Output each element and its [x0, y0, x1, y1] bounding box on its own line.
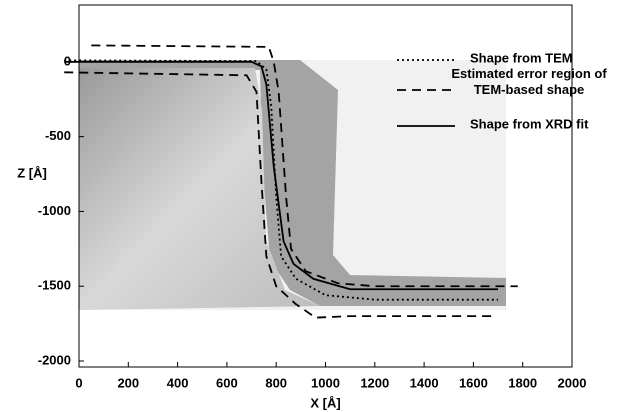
series-line: [64, 60, 499, 291]
y-tick-label: -1500: [38, 278, 71, 293]
y-axis-label: Z [Å]: [17, 165, 47, 180]
legend-label: Estimated error region of TEM-based shap…: [451, 66, 607, 97]
y-tick-label: -2000: [38, 352, 71, 367]
x-tick-label: 0: [75, 375, 82, 390]
series-line: [64, 44, 518, 319]
legend-label: Shape from TEM: [470, 50, 573, 65]
x-tick-label: 1600: [459, 375, 488, 390]
x-tick-label: 600: [216, 375, 238, 390]
x-tick-label: 2000: [558, 375, 587, 390]
x-tick-label: 200: [117, 375, 139, 390]
x-tick-label: 400: [167, 375, 189, 390]
x-tick-label: 1000: [311, 375, 340, 390]
x-axis-label: X [Å]: [310, 395, 340, 410]
x-tick-label: 1200: [360, 375, 389, 390]
x-tick-label: 1800: [508, 375, 537, 390]
y-tick-label: 0: [64, 53, 71, 68]
legend-label: Shape from XRD fit: [470, 116, 589, 131]
x-tick-label: 800: [265, 375, 287, 390]
tem-image: [79, 60, 506, 310]
y-tick-label: -500: [45, 128, 71, 143]
x-tick-label: 1400: [410, 375, 439, 390]
y-tick-label: -1000: [38, 203, 71, 218]
